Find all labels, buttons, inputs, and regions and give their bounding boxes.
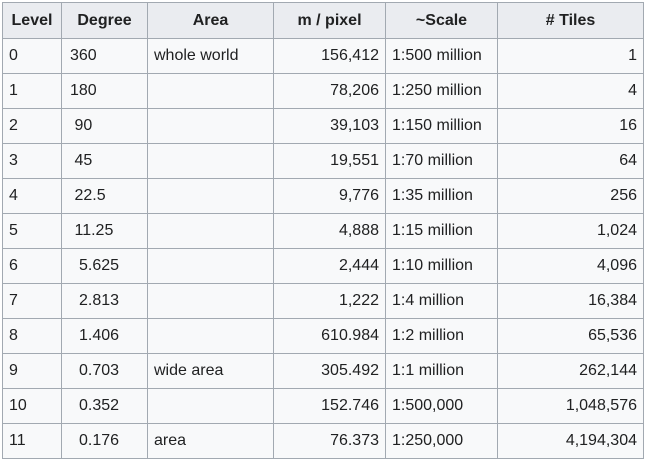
cell-scale: 1:1 million <box>385 353 498 389</box>
cell-area: whole world <box>147 38 274 74</box>
header-row: Level Degree Area m / pixel ~Scale # Til… <box>2 2 644 39</box>
cell-tiles: 16 <box>497 108 644 144</box>
cell-area <box>147 108 274 144</box>
cell-tiles: 64 <box>497 143 644 179</box>
cell-degree: 0.176 <box>61 423 148 459</box>
cell-scale: 1:15 million <box>385 213 498 249</box>
cell-area: wide area <box>147 353 274 389</box>
table-row: 3 45 19,551 1:70 million 64 <box>2 143 644 179</box>
cell-level: 7 <box>2 283 62 319</box>
cell-area <box>147 143 274 179</box>
header-m-per-pixel[interactable]: m / pixel <box>273 2 386 39</box>
cell-tiles: 1,048,576 <box>497 388 644 424</box>
cell-level: 5 <box>2 213 62 249</box>
cell-scale: 1:35 million <box>385 178 498 214</box>
header-level[interactable]: Level <box>2 2 62 39</box>
cell-m-per-pixel: 4,888 <box>273 213 386 249</box>
cell-m-per-pixel: 610.984 <box>273 318 386 354</box>
cell-level: 10 <box>2 388 62 424</box>
cell-scale: 1:4 million <box>385 283 498 319</box>
cell-scale: 1:250,000 <box>385 423 498 459</box>
table-body: 0 360 whole world 156,412 1:500 million 1 1 180… <box>2 38 644 459</box>
cell-area <box>147 283 274 319</box>
cell-m-per-pixel: 39,103 <box>273 108 386 144</box>
cell-degree: 0.703 <box>61 353 148 389</box>
table-row: 2 90 39,103 1:150 million 16 <box>2 108 644 144</box>
cell-m-per-pixel: 2,444 <box>273 248 386 284</box>
cell-tiles: 4,194,304 <box>497 423 644 459</box>
cell-scale: 1:70 million <box>385 143 498 179</box>
header-scale[interactable]: ~Scale <box>385 2 498 39</box>
cell-degree: 45 <box>61 143 148 179</box>
cell-level: 6 <box>2 248 62 284</box>
cell-tiles: 4,096 <box>497 248 644 284</box>
table-row: 6 5.625 2,444 1:10 million 4,096 <box>2 248 644 284</box>
cell-area <box>147 248 274 284</box>
cell-degree: 180 <box>61 73 148 109</box>
cell-degree: 2.813 <box>61 283 148 319</box>
cell-scale: 1:150 million <box>385 108 498 144</box>
table-row: 0 360 whole world 156,412 1:500 million 1 <box>2 38 644 74</box>
cell-tiles: 65,536 <box>497 318 644 354</box>
cell-area <box>147 388 274 424</box>
cell-level: 9 <box>2 353 62 389</box>
cell-m-per-pixel: 76.373 <box>273 423 386 459</box>
cell-degree: 90 <box>61 108 148 144</box>
cell-tiles: 256 <box>497 178 644 214</box>
cell-m-per-pixel: 305.492 <box>273 353 386 389</box>
cell-area: area <box>147 423 274 459</box>
cell-level: 8 <box>2 318 62 354</box>
table-row: 7 2.813 1,222 1:4 million 16,384 <box>2 283 644 319</box>
cell-degree: 5.625 <box>61 248 148 284</box>
cell-level: 2 <box>2 108 62 144</box>
cell-degree: 0.352 <box>61 388 148 424</box>
cell-scale: 1:500,000 <box>385 388 498 424</box>
cell-level: 1 <box>2 73 62 109</box>
cell-scale: 1:2 million <box>385 318 498 354</box>
cell-m-per-pixel: 9,776 <box>273 178 386 214</box>
cell-level: 4 <box>2 178 62 214</box>
header-tiles[interactable]: # Tiles <box>497 2 644 39</box>
header-area[interactable]: Area <box>147 2 274 39</box>
cell-m-per-pixel: 152.746 <box>273 388 386 424</box>
cell-tiles: 1,024 <box>497 213 644 249</box>
cell-degree: 360 <box>61 38 148 74</box>
table-row: 1 180 78,206 1:250 million 4 <box>2 73 644 109</box>
table-row: 4 22.5 9,776 1:35 million 256 <box>2 178 644 214</box>
cell-degree: 22.5 <box>61 178 148 214</box>
table-row: 10 0.352 152.746 1:500,000 1,048,576 <box>2 388 644 424</box>
cell-area <box>147 73 274 109</box>
cell-m-per-pixel: 156,412 <box>273 38 386 74</box>
table-row: 5 11.25 4,888 1:15 million 1,024 <box>2 213 644 249</box>
cell-scale: 1:250 million <box>385 73 498 109</box>
table-row: 9 0.703 wide area 305.492 1:1 million 262,144 <box>2 353 644 389</box>
cell-m-per-pixel: 78,206 <box>273 73 386 109</box>
cell-tiles: 4 <box>497 73 644 109</box>
cell-scale: 1:10 million <box>385 248 498 284</box>
cell-level: 11 <box>2 423 62 459</box>
cell-area <box>147 318 274 354</box>
table-row: 11 0.176 area 76.373 1:250,000 4,194,304 <box>2 423 644 459</box>
cell-degree: 11.25 <box>61 213 148 249</box>
cell-tiles: 16,384 <box>497 283 644 319</box>
cell-scale: 1:500 million <box>385 38 498 74</box>
cell-level: 0 <box>2 38 62 74</box>
cell-tiles: 1 <box>497 38 644 74</box>
header-degree[interactable]: Degree <box>61 2 148 39</box>
cell-area <box>147 213 274 249</box>
table-row: 8 1.406 610.984 1:2 million 65,536 <box>2 318 644 354</box>
cell-m-per-pixel: 19,551 <box>273 143 386 179</box>
cell-area <box>147 178 274 214</box>
cell-m-per-pixel: 1,222 <box>273 283 386 319</box>
cell-degree: 1.406 <box>61 318 148 354</box>
cell-tiles: 262,144 <box>497 353 644 389</box>
cell-level: 3 <box>2 143 62 179</box>
